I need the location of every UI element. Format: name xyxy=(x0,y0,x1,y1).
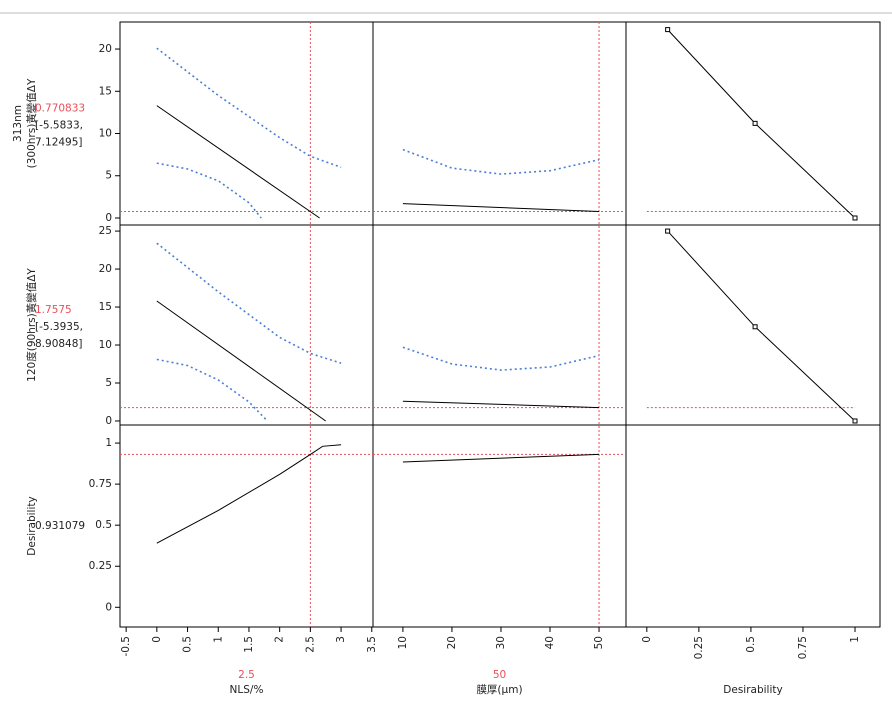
y-tick-label: 0.25 xyxy=(89,560,112,572)
x-tick-label: 1 xyxy=(849,636,861,643)
response-label: Desirability xyxy=(26,496,38,555)
curve xyxy=(402,203,600,212)
response-value: 0.931079 xyxy=(35,520,85,532)
y-tick-label: 15 xyxy=(99,85,112,97)
x-tick-label: 0.75 xyxy=(797,636,809,659)
desirability-marker xyxy=(852,418,858,424)
curve xyxy=(156,47,342,169)
x-tick-label: 3 xyxy=(335,636,347,643)
x-tick-label: 0.25 xyxy=(693,636,705,659)
x-tick-label: 0.5 xyxy=(745,636,757,653)
x-tick-label: 10 xyxy=(397,636,409,649)
curve xyxy=(156,162,262,219)
curve xyxy=(402,400,600,409)
curve xyxy=(156,300,326,422)
y-tick-label: 0 xyxy=(105,415,112,427)
curve xyxy=(402,346,600,371)
confidence-interval: 7.12495] xyxy=(35,137,83,149)
x-tick-label: 0.5 xyxy=(182,636,194,653)
x-tick-label: 40 xyxy=(544,636,556,649)
factor-value: 50 xyxy=(493,669,506,681)
desirability-marker xyxy=(852,215,858,221)
curve xyxy=(667,29,856,219)
curve xyxy=(156,444,342,544)
x-tick-label: -0.5 xyxy=(120,636,132,657)
curve xyxy=(156,105,320,219)
factor-label: 膜厚(µm) xyxy=(476,684,522,696)
x-tick-label: 1 xyxy=(212,636,224,643)
response-label: 313nm xyxy=(12,105,24,142)
curve xyxy=(667,230,856,422)
y-tick-label: 5 xyxy=(105,377,112,389)
x-tick-label: 3.5 xyxy=(366,636,378,653)
y-tick-label: 25 xyxy=(99,225,112,237)
y-tick-label: 15 xyxy=(99,301,112,313)
x-tick-label: 50 xyxy=(593,636,605,649)
x-tick-label: 30 xyxy=(495,636,507,649)
desirability-marker xyxy=(665,228,671,234)
y-tick-label: 0.75 xyxy=(89,478,112,490)
desirability-marker xyxy=(752,120,758,126)
y-tick-label: 20 xyxy=(99,43,112,55)
x-tick-label: 0 xyxy=(151,636,163,643)
y-tick-label: 0.5 xyxy=(95,519,112,531)
x-tick-label: 1.5 xyxy=(243,636,255,653)
factor-value: 2.5 xyxy=(238,669,255,681)
response-value: 1.7575 xyxy=(35,304,72,316)
curve xyxy=(156,242,342,364)
y-tick-label: 20 xyxy=(99,263,112,275)
y-tick-label: 1 xyxy=(105,437,112,449)
confidence-interval: [-5.3935, xyxy=(35,321,83,333)
desirability-marker xyxy=(752,324,758,330)
y-tick-label: 5 xyxy=(105,170,112,182)
x-tick-label: 20 xyxy=(446,636,458,649)
y-tick-label: 10 xyxy=(99,339,112,351)
x-tick-label: 2.5 xyxy=(304,636,316,653)
curve xyxy=(402,148,600,175)
y-tick-label: 0 xyxy=(105,212,112,224)
factor-label: Desirability xyxy=(723,684,782,696)
x-tick-label: 2 xyxy=(274,636,286,643)
curve xyxy=(156,358,268,422)
y-tick-label: 0 xyxy=(105,601,112,613)
x-tick-label: 0 xyxy=(641,636,653,643)
factor-label: NLS/% xyxy=(230,684,264,696)
response-label: 120度(90hrs)黃變值ΔY xyxy=(25,268,38,382)
desirability-marker xyxy=(665,27,671,33)
confidence-interval: 8.90848] xyxy=(35,338,83,350)
response-label: (300hrs)黃變值ΔY xyxy=(25,78,38,168)
y-tick-label: 10 xyxy=(99,128,112,140)
response-value: 0.770833 xyxy=(35,103,85,115)
confidence-interval: [-5.5833, xyxy=(35,120,83,132)
curve xyxy=(402,453,600,463)
plot-frame xyxy=(119,21,881,628)
